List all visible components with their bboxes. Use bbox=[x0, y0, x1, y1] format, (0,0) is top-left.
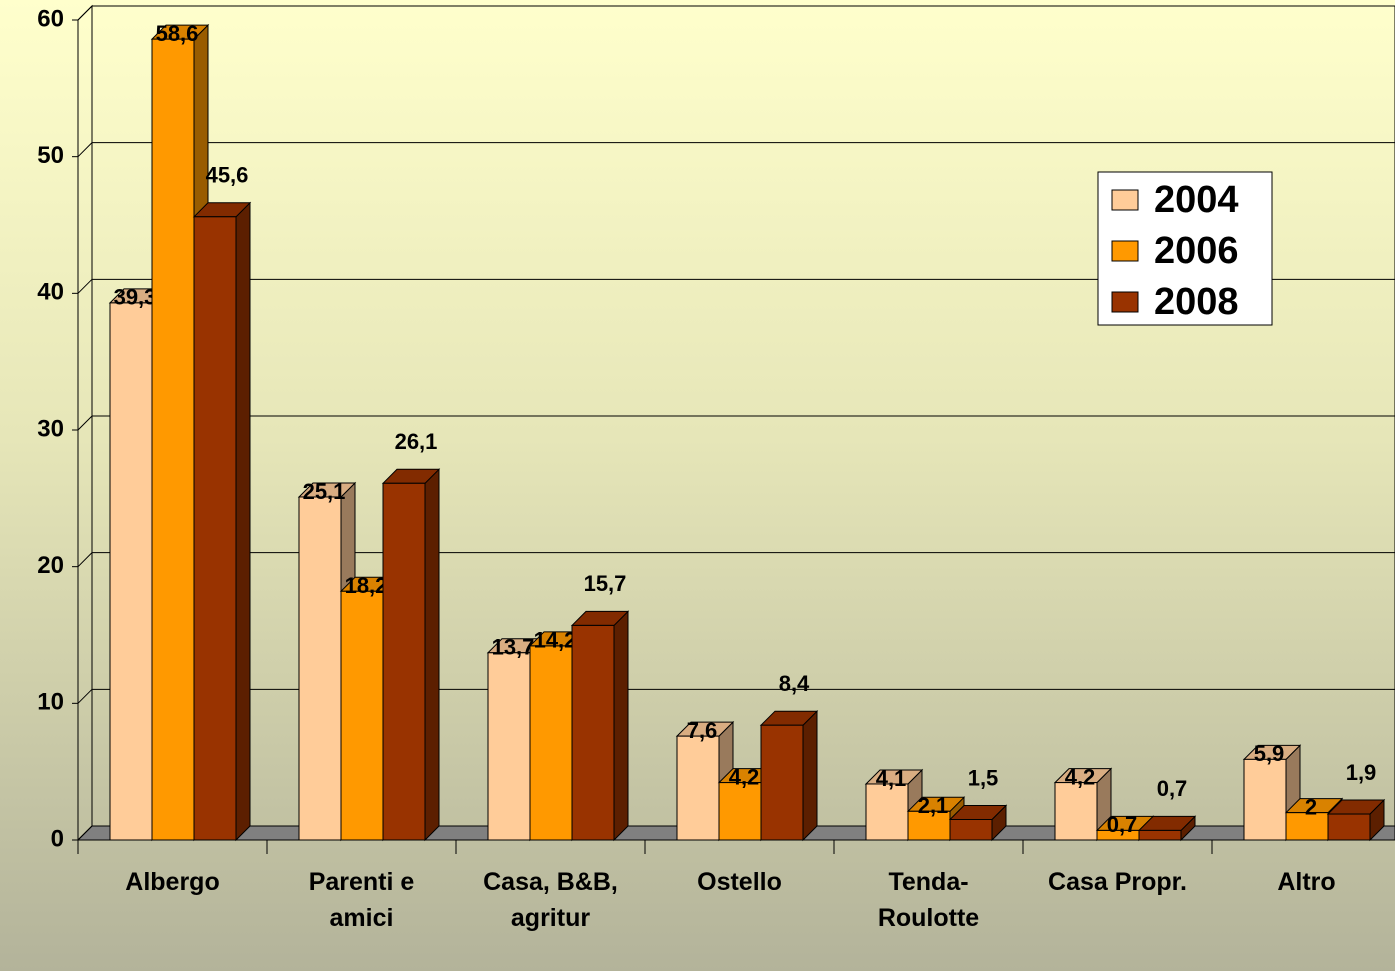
bar-front bbox=[193, 216, 237, 841]
legend-swatch bbox=[1111, 291, 1139, 313]
legend-label: 2006 bbox=[1154, 230, 1239, 272]
grid-line bbox=[77, 552, 1395, 568]
data-label: 14,2 bbox=[534, 628, 577, 653]
grid-line bbox=[77, 142, 1395, 158]
bar-front bbox=[1138, 829, 1182, 841]
data-label: 15,7 bbox=[584, 571, 627, 596]
grid-line bbox=[77, 278, 1395, 294]
bar bbox=[1137, 815, 1197, 842]
bar-front bbox=[907, 810, 951, 841]
bar-front bbox=[487, 652, 531, 841]
data-label: 4,2 bbox=[1065, 764, 1096, 789]
x-tick-label: Ostello bbox=[697, 868, 782, 896]
bar-front bbox=[340, 590, 384, 841]
grid-line bbox=[77, 415, 1395, 431]
bar-front bbox=[949, 819, 993, 841]
bar-front bbox=[571, 624, 615, 841]
data-label: 2 bbox=[1305, 794, 1317, 819]
y-tick-label: 10 bbox=[37, 689, 64, 716]
data-label: 4,1 bbox=[876, 766, 907, 791]
data-label: 2,1 bbox=[918, 793, 949, 818]
bar-side bbox=[424, 468, 440, 842]
data-label: 0,7 bbox=[1107, 812, 1138, 837]
y-tick-label: 60 bbox=[37, 5, 64, 32]
bar-front bbox=[760, 724, 804, 841]
legend-label: 2008 bbox=[1154, 281, 1239, 323]
bar-front bbox=[382, 482, 426, 841]
bar-front bbox=[1243, 758, 1287, 841]
data-label: 4,2 bbox=[729, 764, 760, 789]
grid-line bbox=[77, 5, 1395, 21]
bar bbox=[759, 709, 819, 842]
bar-front bbox=[865, 783, 909, 841]
x-tick-label: Albergo bbox=[125, 868, 220, 896]
legend-label: 2004 bbox=[1154, 179, 1239, 221]
legend-swatch bbox=[1111, 189, 1139, 211]
data-label: 0,7 bbox=[1157, 776, 1188, 801]
bar-front bbox=[151, 38, 195, 841]
data-label: 45,6 bbox=[206, 163, 249, 188]
bar-front bbox=[1327, 813, 1371, 841]
y-tick-label: 20 bbox=[37, 552, 64, 579]
x-tick-label: Altro bbox=[1277, 868, 1336, 896]
bar bbox=[1326, 798, 1386, 842]
data-label: 1,9 bbox=[1346, 760, 1377, 785]
bar-front bbox=[676, 735, 720, 841]
data-label: 39,3 bbox=[114, 285, 157, 310]
data-label: 8,4 bbox=[779, 671, 810, 696]
bar-front bbox=[298, 496, 342, 841]
data-label: 13,7 bbox=[492, 635, 535, 660]
y-tick-label: 40 bbox=[37, 279, 64, 306]
data-label: 5,9 bbox=[1254, 741, 1285, 766]
bar bbox=[570, 610, 630, 842]
data-label: 7,6 bbox=[687, 718, 718, 743]
x-tick-label: Casa, B&B, agritur bbox=[483, 868, 618, 932]
bar bbox=[948, 804, 1008, 842]
data-label: 25,1 bbox=[303, 479, 346, 504]
y-tick-label: 50 bbox=[37, 142, 64, 169]
bar-front bbox=[1054, 782, 1098, 841]
y-tick-label: 30 bbox=[37, 415, 64, 442]
x-tick-label: Tenda-Roulotte bbox=[877, 868, 980, 932]
data-label: 18,2 bbox=[345, 573, 388, 598]
bar bbox=[192, 201, 252, 842]
data-label: 26,1 bbox=[395, 429, 438, 454]
bar-front bbox=[109, 302, 153, 841]
bar-side bbox=[235, 201, 251, 842]
x-tick-label: Parenti e amici bbox=[308, 868, 415, 932]
bar-front bbox=[718, 782, 762, 841]
bar bbox=[381, 468, 441, 842]
bar-front bbox=[529, 645, 573, 841]
grid-line bbox=[77, 688, 1395, 704]
data-label: 1,5 bbox=[968, 765, 999, 790]
x-tick-label: Casa Propr. bbox=[1048, 868, 1187, 896]
bar-side bbox=[613, 610, 629, 842]
legend-swatch bbox=[1111, 240, 1139, 262]
bar-side bbox=[802, 709, 818, 842]
y-tick-label: 0 bbox=[51, 825, 64, 852]
data-label: 58,6 bbox=[156, 21, 199, 46]
